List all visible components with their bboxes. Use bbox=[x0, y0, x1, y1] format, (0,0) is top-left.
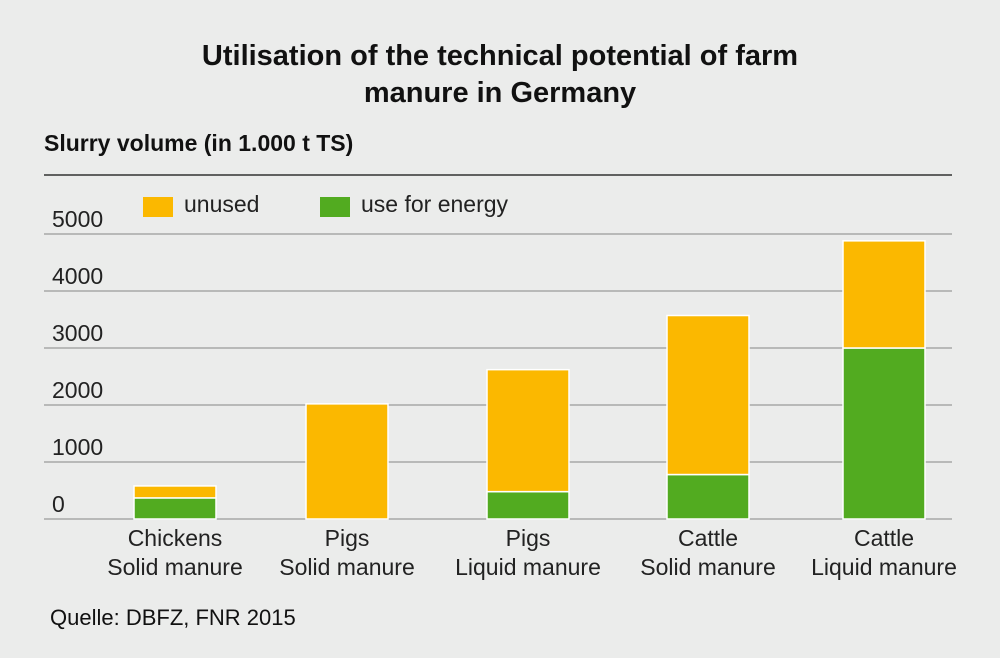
category-label: Pigs bbox=[325, 525, 370, 551]
category-label: Liquid manure bbox=[455, 554, 601, 580]
y-tick-label: 0 bbox=[52, 491, 65, 517]
bar-segment bbox=[666, 473, 750, 520]
category-label: Solid manure bbox=[279, 554, 415, 580]
bar-segment bbox=[842, 347, 926, 520]
chart-title-line-1: Utilisation of the technical potential o… bbox=[201, 40, 799, 72]
bar-segment bbox=[486, 490, 570, 520]
bar-segment bbox=[133, 497, 217, 520]
source-note: Quelle: DBFZ, FNR 2015 bbox=[50, 605, 296, 630]
bar-segment bbox=[842, 240, 926, 349]
bar-segment bbox=[666, 314, 750, 476]
category-label: Liquid manure bbox=[811, 554, 957, 580]
y-tick-label: 3000 bbox=[52, 320, 103, 346]
legend-swatch bbox=[143, 197, 173, 217]
y-tick-label: 2000 bbox=[52, 377, 103, 403]
category-label: Cattle bbox=[678, 525, 738, 551]
chart-title: Utilisation of the technical potential o… bbox=[0, 38, 1000, 112]
y-tick-label: 1000 bbox=[52, 434, 103, 460]
category-label: Cattle bbox=[854, 525, 914, 551]
category-label: Solid manure bbox=[107, 554, 243, 580]
bar-segment bbox=[486, 368, 570, 493]
bar-segment bbox=[133, 485, 217, 499]
legend-label: unused bbox=[184, 191, 259, 217]
y-tick-label: 5000 bbox=[52, 206, 103, 232]
chart-title-line-2: manure in Germany bbox=[363, 77, 637, 109]
category-label: Chickens bbox=[128, 525, 223, 551]
category-label: Solid manure bbox=[640, 554, 776, 580]
category-label: Pigs bbox=[506, 525, 551, 551]
legend-swatch bbox=[320, 197, 350, 217]
legend-label: use for energy bbox=[361, 191, 509, 217]
y-tick-label: 4000 bbox=[52, 263, 103, 289]
y-axis-label: Slurry volume (in 1.000 t TS) bbox=[44, 130, 354, 156]
bar-segment bbox=[305, 403, 389, 520]
